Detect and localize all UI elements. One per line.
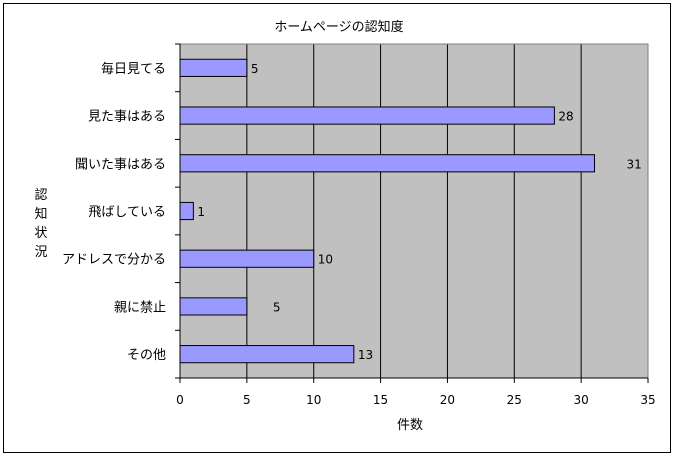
bar (179, 106, 555, 125)
category-label: 聞いた事はある (75, 157, 166, 172)
plot-area (180, 44, 648, 378)
bar (179, 201, 194, 221)
category-label: 飛ばしている (88, 205, 166, 220)
data-label: 5 (251, 62, 259, 76)
bar (179, 297, 248, 316)
x-tick-label: 30 (574, 393, 589, 407)
data-label: 13 (358, 348, 373, 362)
x-axis-label: 件数 (396, 418, 423, 433)
x-tick-label: 20 (440, 393, 455, 407)
chart-title: ホームページの認知度 (274, 20, 404, 35)
x-tick-label: 10 (306, 393, 321, 407)
data-label: 31 (627, 157, 642, 171)
data-label: 1 (197, 205, 205, 219)
bar (179, 154, 596, 173)
category-label: アドレスで分かる (62, 253, 166, 268)
bar (179, 58, 248, 77)
data-label: 5 (273, 300, 281, 314)
x-tick-label: 25 (507, 393, 522, 407)
category-label: 見た事はある (88, 110, 166, 125)
x-tick-label: 15 (373, 393, 388, 407)
y-axis-label: 認知状況 (34, 188, 48, 260)
category-label: 親に禁止 (114, 300, 166, 315)
data-label: 28 (558, 110, 573, 124)
x-tick-label: 5 (243, 393, 251, 407)
data-label: 10 (318, 253, 333, 267)
bar (179, 249, 315, 268)
x-tick-label: 0 (176, 393, 184, 407)
category-label: その他 (127, 348, 166, 363)
x-tick-label: 35 (640, 393, 655, 407)
category-label: 毎日見てる (101, 61, 166, 77)
bar (179, 345, 355, 364)
